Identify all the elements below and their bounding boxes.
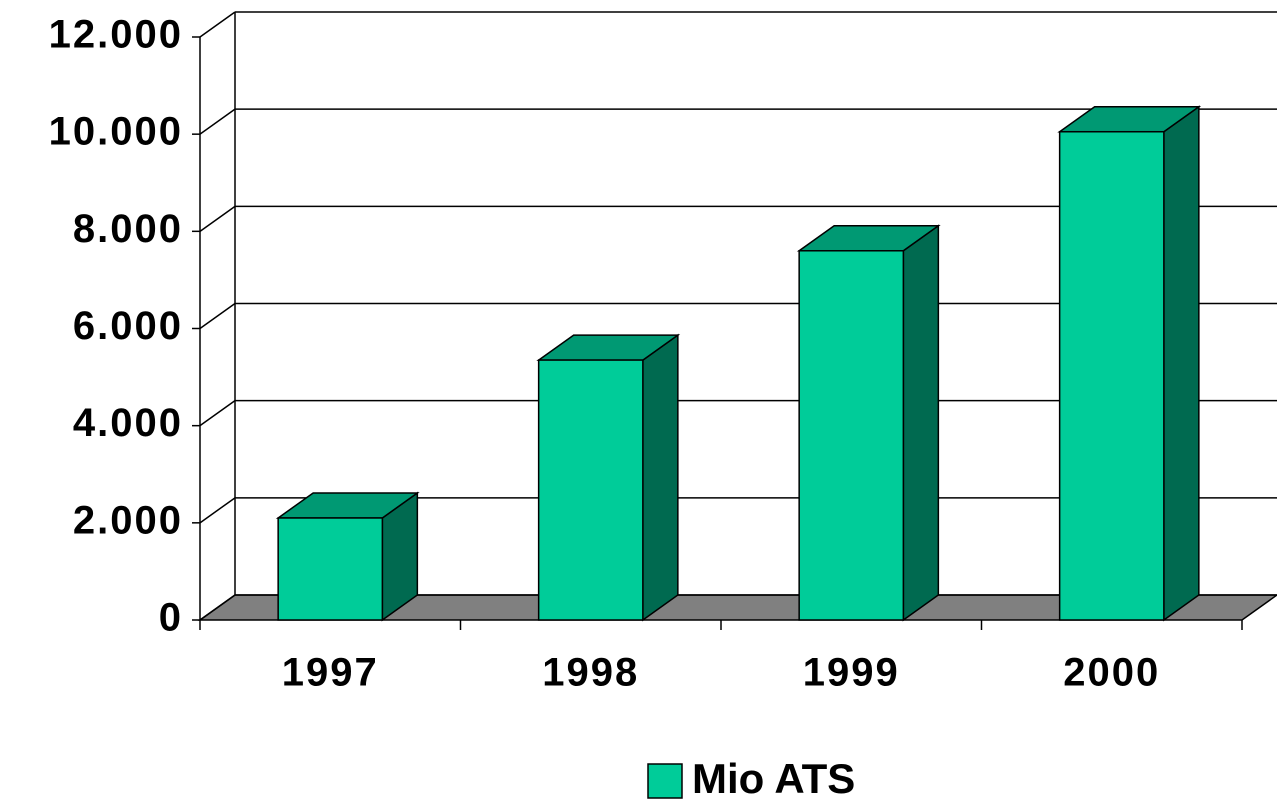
bar [1058, 130, 1165, 621]
x-tick-label: 1998 [542, 651, 639, 695]
grid-line-side [199, 108, 236, 135]
y-tick-label: 8.000 [73, 207, 183, 251]
bar [798, 250, 905, 621]
grid-line-side [199, 400, 236, 427]
legend-label: Mio ATS [692, 755, 855, 800]
x-tick-label: 1997 [282, 651, 379, 695]
legend-swatch [647, 763, 683, 799]
grid-line-side [199, 497, 236, 524]
y-tick-label: 12.000 [49, 13, 183, 57]
x-tick-label: 1999 [803, 651, 900, 695]
grid-line-side [199, 594, 236, 621]
bars [275, 105, 1202, 622]
grid-line-side [199, 11, 236, 38]
y-tick-label: 0 [159, 596, 183, 640]
bar [277, 517, 384, 621]
grid-line-side [199, 205, 236, 232]
bar-side [1163, 105, 1200, 622]
bar [537, 359, 644, 621]
y-tick-label: 10.000 [49, 110, 183, 154]
y-tick-label: 4.000 [73, 401, 183, 445]
grid-line-side [199, 302, 236, 330]
bar-side [902, 224, 940, 622]
y-tick-label: 2.000 [73, 498, 183, 542]
y-tick-label: 6.000 [73, 304, 183, 348]
x-tick-label: 2000 [1063, 651, 1160, 695]
bar-side [642, 333, 679, 622]
